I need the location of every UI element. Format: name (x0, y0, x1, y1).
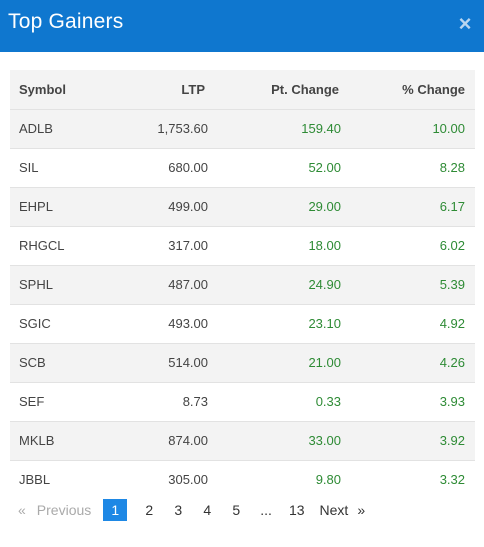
cell-pct-change: 6.02 (439, 238, 465, 253)
cell-pct-change: 8.28 (439, 160, 465, 175)
cell-symbol: SIL (19, 160, 39, 175)
cell-ltp: 8.73 (182, 394, 208, 409)
pagination: « Previous 1 2 3 4 5 ... 13 Next » (10, 498, 475, 522)
cell-pt-change: 159.40 (301, 121, 341, 136)
cell-symbol: JBBL (19, 472, 51, 488)
cell-symbol: SPHL (19, 277, 53, 292)
cell-pt-change: 21.00 (308, 355, 341, 370)
next-arrow-icon[interactable]: » (357, 502, 366, 518)
column-header-pt-change[interactable]: Pt. Change (271, 81, 339, 97)
cell-pct-change: 5.39 (439, 277, 465, 292)
page-button-2[interactable]: 2 (145, 502, 154, 518)
pagination-ellipsis: ... (260, 502, 272, 518)
gainers-table-container: Symbol LTP Pt. Change % Change ADLB 1,753… (10, 70, 475, 499)
cell-ltp: 487.00 (168, 277, 208, 292)
cell-symbol: SGIC (19, 316, 51, 331)
table-row[interactable]: MKLB 874.00 33.00 3.92 (10, 421, 475, 460)
table-header-row: Symbol LTP Pt. Change % Change (10, 70, 475, 109)
table-row[interactable]: EHPL 499.00 29.00 6.17 (10, 187, 475, 226)
cell-symbol: SCB (19, 355, 46, 370)
close-icon[interactable]: × (458, 11, 472, 36)
cell-pt-change: 9.80 (315, 472, 341, 488)
cell-ltp: 874.00 (168, 433, 208, 448)
page-button-13[interactable]: 13 (288, 502, 305, 518)
page-button-1[interactable]: 1 (103, 499, 128, 521)
column-header-ltp[interactable]: LTP (181, 81, 205, 97)
cell-ltp: 499.00 (168, 199, 208, 214)
table-row[interactable]: RHGCL 317.00 18.00 6.02 (10, 226, 475, 265)
cell-pt-change: 33.00 (308, 433, 341, 448)
cell-pct-change: 10.00 (432, 121, 465, 136)
cell-ltp: 680.00 (168, 160, 208, 175)
cell-symbol: MKLB (19, 433, 55, 448)
cell-pct-change: 3.93 (439, 394, 465, 409)
next-page-button[interactable]: Next (319, 502, 349, 518)
table-row[interactable]: SIL 680.00 52.00 8.28 (10, 148, 475, 187)
cell-pt-change: 0.33 (315, 394, 341, 409)
cell-pct-change: 4.26 (439, 355, 465, 370)
column-header-pct-change[interactable]: % Change (402, 81, 465, 97)
table-row[interactable]: ADLB 1,753.60 159.40 10.00 (10, 109, 475, 148)
prev-arrow-icon: « (18, 502, 26, 518)
modal-header: Top Gainers × (0, 0, 484, 52)
gainers-table: Symbol LTP Pt. Change % Change ADLB 1,753… (10, 70, 475, 499)
cell-pct-change: 3.92 (439, 433, 465, 448)
cell-symbol: EHPL (19, 199, 53, 214)
cell-symbol: SEF (19, 394, 45, 409)
table-row[interactable]: SEF 8.73 0.33 3.93 (10, 382, 475, 421)
cell-ltp: 317.00 (168, 238, 208, 253)
page-button-5[interactable]: 5 (232, 502, 241, 518)
cell-pt-change: 24.90 (308, 277, 341, 292)
page-button-4[interactable]: 4 (203, 502, 212, 518)
cell-pt-change: 23.10 (308, 316, 341, 331)
cell-ltp: 305.00 (168, 472, 208, 488)
table-row[interactable]: SPHL 487.00 24.90 5.39 (10, 265, 475, 304)
cell-pt-change: 52.00 (308, 160, 341, 175)
cell-pct-change: 3.32 (439, 472, 465, 488)
table-row[interactable]: SCB 514.00 21.00 4.26 (10, 343, 475, 382)
page-button-3[interactable]: 3 (174, 502, 183, 518)
modal-title: Top Gainers (8, 10, 124, 33)
cell-symbol: ADLB (19, 121, 53, 136)
column-header-symbol[interactable]: Symbol (19, 81, 66, 97)
cell-symbol: RHGCL (19, 238, 65, 253)
cell-pt-change: 29.00 (308, 199, 341, 214)
table-row[interactable]: JBBL 305.00 9.80 3.32 (10, 460, 475, 499)
cell-ltp: 1,753.60 (157, 121, 208, 136)
cell-pt-change: 18.00 (308, 238, 341, 253)
cell-pct-change: 6.17 (439, 199, 465, 214)
table-row[interactable]: SGIC 493.00 23.10 4.92 (10, 304, 475, 343)
cell-pct-change: 4.92 (439, 316, 465, 331)
cell-ltp: 493.00 (168, 316, 208, 331)
previous-page-button[interactable]: Previous (36, 502, 92, 518)
cell-ltp: 514.00 (168, 355, 208, 370)
